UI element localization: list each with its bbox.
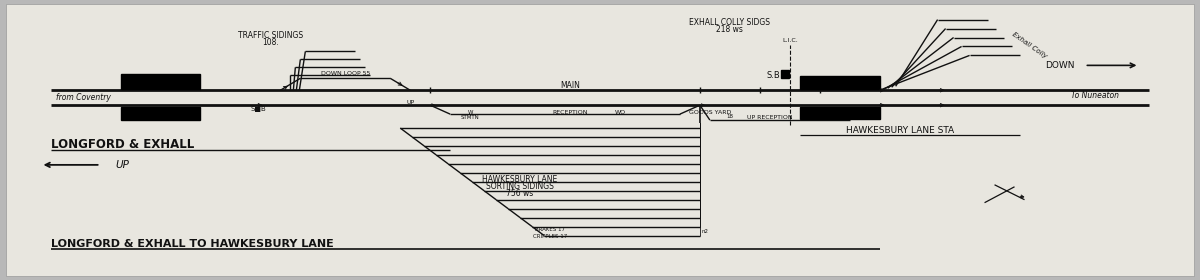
Text: BRAKES 17: BRAKES 17	[535, 227, 565, 232]
Text: L.I.C.: L.I.C.	[782, 38, 798, 43]
Text: HAWKESBURY LANE: HAWKESBURY LANE	[482, 175, 558, 184]
Bar	[799, 107, 880, 119]
Text: UP RECEPTION: UP RECEPTION	[746, 115, 793, 120]
Text: STMTN: STMTN	[461, 115, 480, 120]
Text: CRIPPLES 17: CRIPPLES 17	[533, 234, 568, 239]
Text: 108.: 108.	[262, 38, 278, 47]
Text: EXHALL COLLY SIDGS: EXHALL COLLY SIDGS	[689, 18, 770, 27]
Text: MAIN: MAIN	[560, 81, 580, 90]
Text: W: W	[468, 110, 473, 115]
Bar	[781, 70, 788, 78]
Text: GOODS YARD: GOODS YARD	[689, 110, 731, 115]
Text: 218 ws: 218 ws	[716, 25, 743, 34]
Text: RECEPTION: RECEPTION	[552, 110, 588, 115]
Bar	[120, 74, 200, 89]
Text: HAWKESBURY LANE STA: HAWKESBURY LANE STA	[846, 125, 954, 135]
Text: 756 ws: 756 ws	[506, 189, 534, 198]
Bar	[799, 76, 880, 89]
Text: LONGFORD & EXHALL TO HAWKESBURY LANE: LONGFORD & EXHALL TO HAWKESBURY LANE	[50, 239, 334, 249]
Text: from Coventry: from Coventry	[55, 93, 110, 102]
Text: LONGFORD & EXHALL: LONGFORD & EXHALL	[50, 139, 194, 151]
Text: S.B: S.B	[766, 71, 780, 80]
Text: S■B: S■B	[251, 106, 266, 112]
Text: UP: UP	[115, 160, 130, 170]
Text: WO: WO	[614, 110, 625, 115]
Text: DOWN LOOP 55: DOWN LOOP 55	[320, 71, 370, 76]
Text: Exhall Colly: Exhall Colly	[1012, 31, 1048, 60]
Bar	[120, 107, 200, 120]
Text: DOWN: DOWN	[1045, 61, 1074, 70]
Text: SORTING SIDINGS: SORTING SIDINGS	[486, 182, 554, 191]
Text: n2: n2	[701, 229, 708, 234]
Text: 18: 18	[726, 114, 733, 119]
Text: To Nuneaton: To Nuneaton	[1072, 91, 1120, 100]
Text: TRAFFIC SIDINGS: TRAFFIC SIDINGS	[238, 31, 302, 40]
Text: UP: UP	[406, 100, 414, 105]
FancyBboxPatch shape	[6, 4, 1194, 276]
